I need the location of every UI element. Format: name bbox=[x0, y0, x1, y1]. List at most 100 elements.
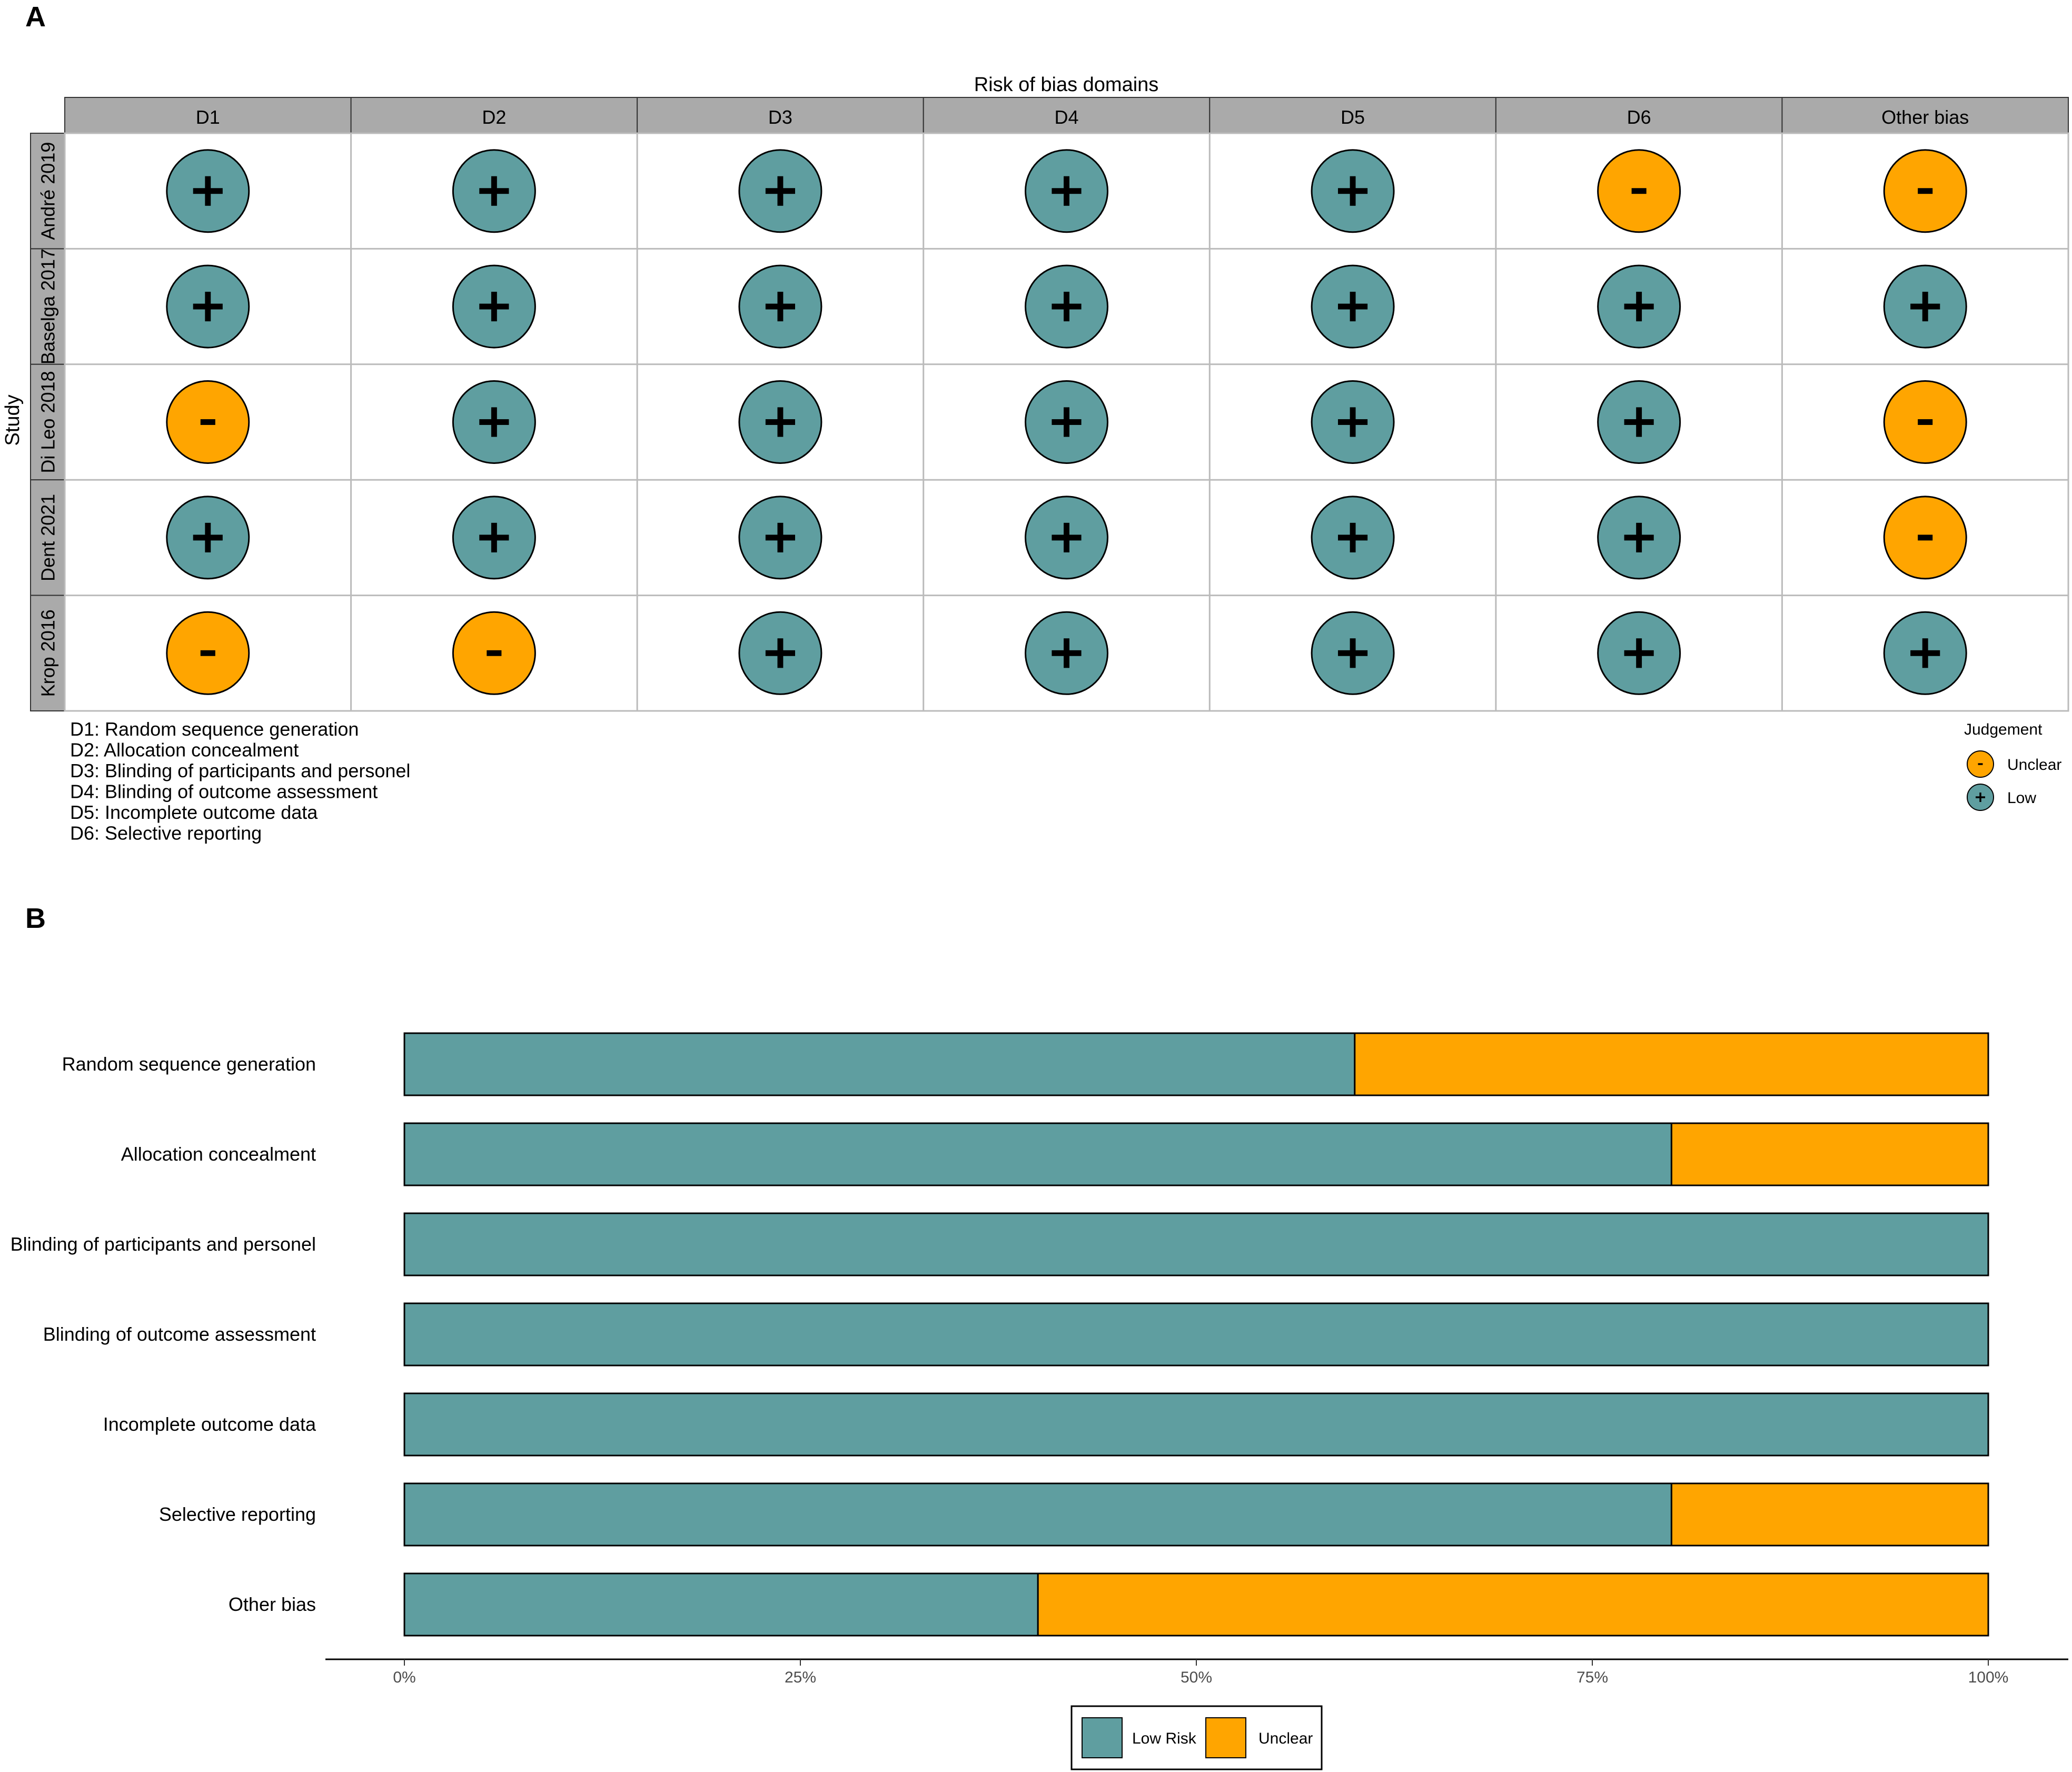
bar-random-sequence-generation-low bbox=[403, 1032, 1356, 1096]
row-header-label: André 2019 bbox=[37, 142, 59, 240]
category-label-blinding-of-outcome-assessment: Blinding of outcome assessment bbox=[43, 1323, 316, 1345]
bar-blinding-of-participants-and-personel-low bbox=[403, 1212, 1989, 1276]
plus-icon bbox=[1350, 292, 1356, 322]
x-axis-ticks: 0% 25% 50% 75% 100% bbox=[393, 1659, 2008, 1686]
domain-key-item: D5: Incomplete outcome data bbox=[70, 801, 318, 823]
bar-legend-item-low: Low Risk bbox=[1082, 1717, 1197, 1758]
bar-selective-reporting-unclear bbox=[1670, 1482, 1989, 1547]
judgement-legend: Judgement Unclear Low bbox=[1964, 721, 2061, 811]
plus-icon bbox=[777, 522, 784, 552]
plus-icon bbox=[205, 292, 211, 322]
plus-icon bbox=[491, 407, 497, 437]
row-header-andr-2019 bbox=[30, 133, 65, 250]
plus-icon bbox=[1064, 292, 1069, 322]
plus-icon bbox=[777, 638, 784, 668]
panel-b-label: B bbox=[25, 903, 46, 934]
bar-legend-swatch bbox=[1205, 1717, 1246, 1758]
bar-legend-item-unclear: Unclear bbox=[1205, 1717, 1313, 1758]
bar-allocation-concealment-unclear bbox=[1670, 1122, 1989, 1186]
bar-legend-label: Low Risk bbox=[1132, 1730, 1197, 1747]
bar-legend-swatch bbox=[1082, 1717, 1123, 1758]
plus-icon bbox=[1350, 522, 1356, 552]
category-label-other-bias: Other bias bbox=[229, 1593, 316, 1615]
plus-icon bbox=[491, 292, 497, 322]
plus-icon bbox=[1350, 176, 1356, 206]
plus-icon bbox=[1350, 638, 1356, 668]
study-axis-label: Study bbox=[2, 394, 24, 446]
bar-legend: Low Risk Unclear bbox=[1070, 1705, 1323, 1770]
plus-icon bbox=[777, 176, 784, 206]
minus-icon bbox=[1918, 534, 1933, 541]
row-header-krop-2016 bbox=[30, 595, 65, 711]
row-header-label: Di Leo 2018 bbox=[37, 371, 59, 473]
minus-icon bbox=[200, 419, 215, 425]
domain-key-item: D4: Blinding of outcome assessment bbox=[70, 781, 378, 803]
plus-icon bbox=[1636, 407, 1642, 437]
category-label-random-sequence-generation: Random sequence generation bbox=[62, 1053, 316, 1075]
minus-icon bbox=[1918, 188, 1933, 194]
column-header-label: D6 bbox=[1627, 106, 1651, 128]
column-header-d3 bbox=[637, 97, 924, 134]
bar-category-labels: Random sequence generation Allocation con… bbox=[11, 1053, 316, 1615]
plus-icon bbox=[1064, 522, 1069, 552]
bar-blinding-of-outcome-assessment-low bbox=[403, 1302, 1989, 1367]
matrix-column-headers: D1 D2 D3 D4 D5 D6 Other bias bbox=[64, 97, 2069, 134]
bar-legend-label: Unclear bbox=[1258, 1730, 1313, 1747]
plus-icon bbox=[205, 522, 211, 552]
plus-icon bbox=[491, 522, 497, 552]
domain-key-item: D3: Blinding of participants and persone… bbox=[70, 760, 410, 781]
judgement-legend-item-low: Low bbox=[1967, 784, 2036, 811]
plus-icon bbox=[1064, 407, 1069, 437]
plus-icon bbox=[1979, 793, 1981, 802]
plus-icon bbox=[205, 176, 211, 206]
column-header-label: D4 bbox=[1054, 106, 1078, 128]
category-label-incomplete-outcome-data: Incomplete outcome data bbox=[103, 1413, 316, 1435]
plus-icon bbox=[1922, 638, 1928, 668]
category-label-blinding-of-participants-and-personel: Blinding of participants and personel bbox=[11, 1233, 316, 1255]
judgement-legend-label: Unclear bbox=[2007, 756, 2061, 774]
row-header-label: Baselga 2017 bbox=[37, 249, 59, 364]
row-header-di-leo-2018 bbox=[30, 363, 65, 481]
domains-title: Risk of bias domains bbox=[974, 74, 1159, 96]
column-header-label: D3 bbox=[768, 106, 792, 128]
x-tick-label: 100% bbox=[1968, 1669, 2009, 1686]
row-header-label: Dent 2021 bbox=[37, 494, 59, 581]
minus-icon bbox=[1631, 188, 1647, 194]
x-tick-label: 25% bbox=[785, 1669, 816, 1686]
category-label-allocation-concealment: Allocation concealment bbox=[121, 1143, 316, 1165]
plus-icon bbox=[1064, 638, 1069, 668]
column-header-d2 bbox=[350, 97, 638, 134]
column-header-label: Other bias bbox=[1881, 106, 1969, 128]
category-label-selective-reporting: Selective reporting bbox=[159, 1503, 316, 1525]
minus-icon bbox=[487, 650, 502, 656]
bar-incomplete-outcome-data-low bbox=[403, 1392, 1989, 1457]
plus-icon bbox=[1922, 292, 1928, 322]
matrix-cells bbox=[64, 132, 2069, 712]
column-header-label: D1 bbox=[196, 106, 220, 128]
column-header-label: D2 bbox=[482, 106, 506, 128]
minus-icon bbox=[1918, 419, 1933, 425]
domain-key-item: D6: Selective reporting bbox=[70, 823, 262, 844]
x-tick-label: 50% bbox=[1181, 1669, 1212, 1686]
judgement-legend-label: Low bbox=[2007, 789, 2036, 807]
panel-a-label: A bbox=[25, 1, 46, 33]
judgement-legend-item-unclear: Unclear bbox=[1967, 750, 2061, 778]
bar-chart-bars bbox=[403, 1032, 1989, 1637]
plus-icon bbox=[777, 292, 784, 322]
minus-icon bbox=[200, 650, 215, 656]
bar-selective-reporting-low bbox=[403, 1482, 1672, 1547]
plus-icon bbox=[1350, 407, 1356, 437]
plus-icon bbox=[1636, 522, 1642, 552]
row-header-label: Krop 2016 bbox=[37, 609, 59, 697]
plus-icon bbox=[1064, 176, 1069, 206]
x-tick-label: 75% bbox=[1577, 1669, 1608, 1686]
plus-icon bbox=[1636, 292, 1642, 322]
plus-icon bbox=[491, 176, 497, 206]
matrix-row-headers: André 2019 Baselga 2017 Di Leo 2018 Dent 20… bbox=[30, 133, 65, 711]
column-header-d6 bbox=[1495, 97, 1783, 134]
bar-allocation-concealment-low bbox=[403, 1122, 1672, 1186]
judgement-legend-title: Judgement bbox=[1964, 721, 2043, 738]
column-header-d1 bbox=[64, 97, 352, 134]
